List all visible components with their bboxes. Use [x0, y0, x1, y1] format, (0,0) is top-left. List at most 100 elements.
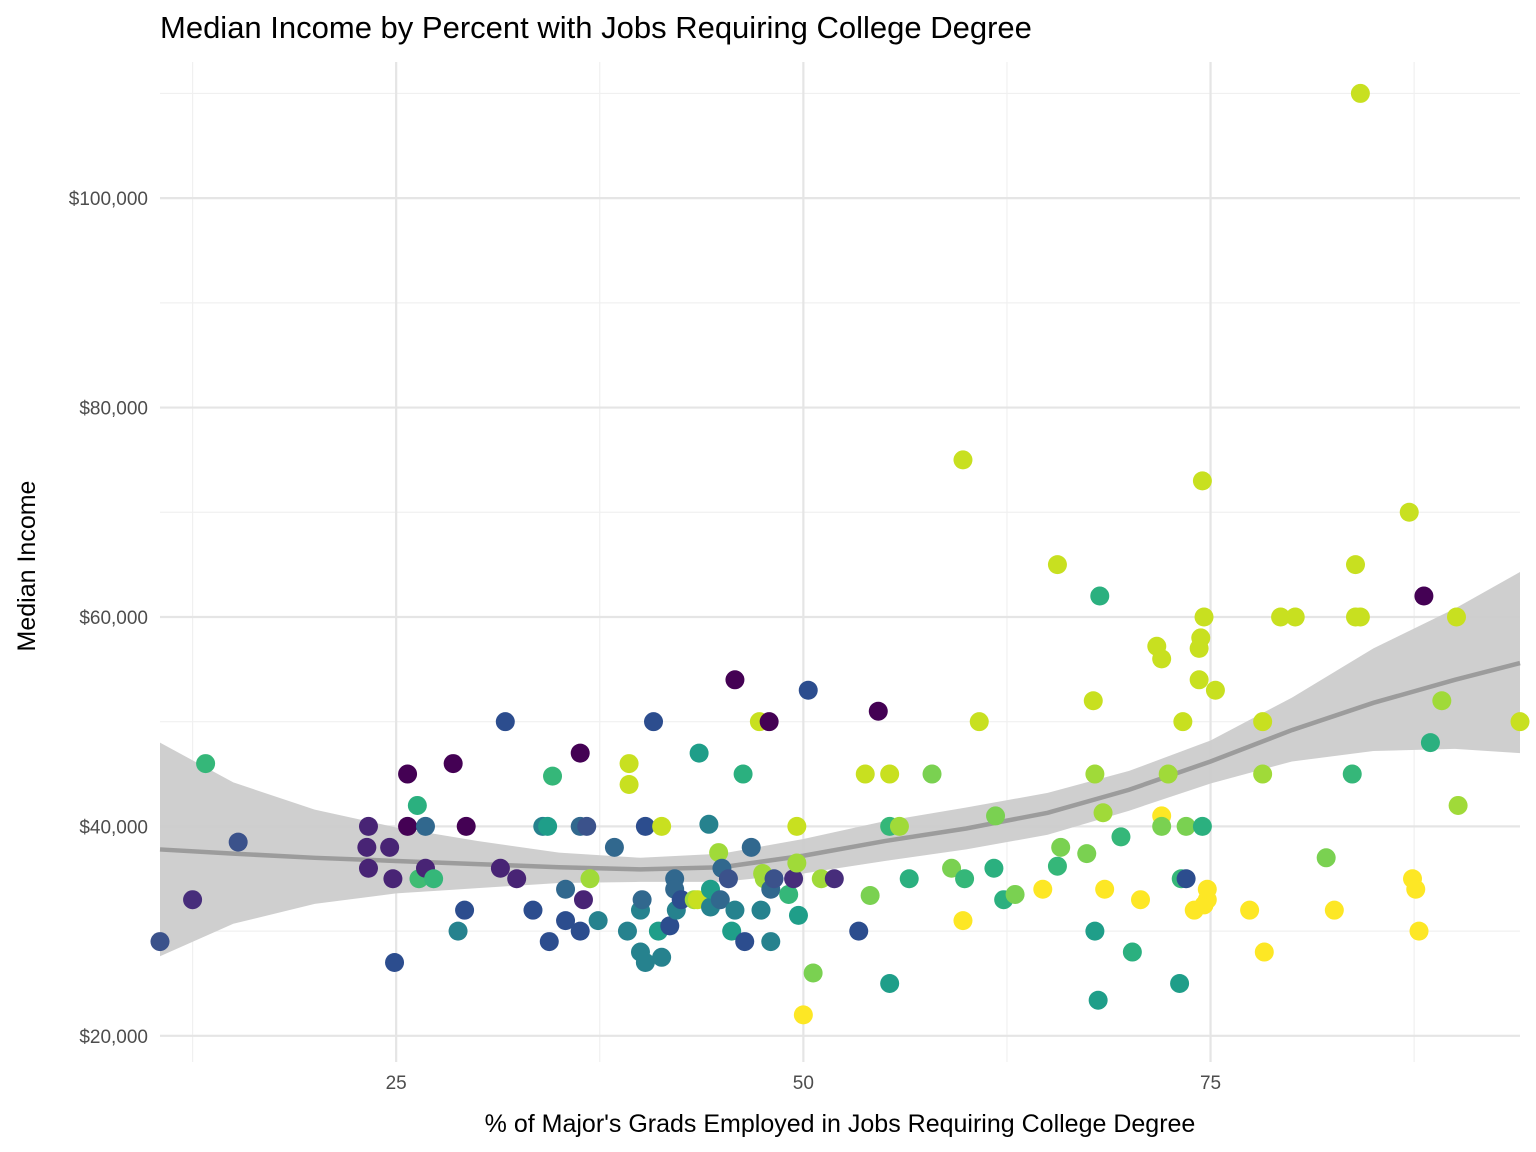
smooth-trend-line: [159, 660, 1521, 872]
data-point: [725, 900, 745, 920]
x-axis-title: % of Major's Grads Employed in Jobs Requ…: [485, 1110, 1196, 1138]
data-point: [570, 921, 590, 941]
data-point: [1189, 670, 1209, 690]
data-point: [196, 754, 216, 774]
points-layer: [150, 83, 1530, 1025]
y-tick-label: $20,000: [79, 1027, 148, 1048]
data-point: [868, 701, 888, 721]
data-point: [1047, 856, 1067, 876]
data-point: [644, 712, 664, 732]
data-point: [880, 973, 900, 993]
data-point: [984, 858, 1004, 878]
data-point: [880, 764, 900, 784]
data-point: [1194, 607, 1214, 627]
data-point: [1414, 586, 1434, 606]
y-tick-label: $80,000: [79, 399, 148, 420]
data-point: [1205, 680, 1225, 700]
data-point: [1316, 848, 1336, 868]
x-tick-label: 25: [386, 1073, 407, 1094]
data-point: [580, 869, 600, 889]
data-point: [811, 869, 831, 889]
data-point: [955, 869, 975, 889]
data-point: [986, 806, 1006, 826]
data-point: [942, 858, 962, 878]
data-point: [415, 816, 435, 836]
data-point: [849, 921, 869, 941]
data-point: [1510, 712, 1530, 732]
data-point: [1197, 879, 1217, 899]
data-point: [1285, 607, 1305, 627]
data-point: [635, 816, 655, 836]
data-point: [751, 900, 771, 920]
data-point: [1271, 607, 1291, 627]
x-tick-labels: 25 50 75: [386, 1073, 1222, 1094]
data-point: [787, 816, 807, 836]
data-point: [788, 905, 808, 925]
data-point: [779, 884, 799, 904]
data-point: [228, 832, 248, 852]
data-point: [1033, 879, 1053, 899]
data-point: [784, 869, 804, 889]
data-point: [1253, 764, 1273, 784]
data-point: [1088, 990, 1108, 1010]
data-point: [1432, 691, 1452, 711]
data-point: [577, 816, 597, 836]
data-point: [1093, 803, 1113, 823]
x-tick-label: 75: [1200, 1073, 1221, 1094]
data-point: [899, 869, 919, 889]
data-point: [543, 766, 563, 786]
data-point: [689, 743, 709, 763]
data-point: [764, 869, 784, 889]
data-point: [556, 879, 576, 899]
data-point: [570, 743, 590, 763]
data-point: [383, 869, 403, 889]
data-point: [824, 869, 844, 889]
chart-title: Median Income by Percent with Jobs Requi…: [160, 10, 1032, 45]
data-point: [443, 754, 463, 774]
y-tick-label: $40,000: [79, 817, 148, 838]
data-point: [1342, 764, 1362, 784]
data-point: [495, 712, 515, 732]
data-point: [1446, 607, 1466, 627]
data-point: [1191, 628, 1211, 648]
y-tick-labels: $20,000 $40,000 $60,000 $80,000 $100,000: [69, 189, 148, 1048]
data-point: [710, 890, 730, 910]
data-point: [1176, 869, 1196, 889]
data-point: [741, 837, 761, 857]
data-point: [385, 953, 405, 973]
y-axis-title: Median Income: [13, 481, 41, 652]
data-point: [1173, 712, 1193, 732]
data-point: [1324, 900, 1344, 920]
y-tick-label: $100,000: [69, 189, 148, 210]
confidence-band: [160, 571, 1520, 957]
data-point: [619, 775, 639, 795]
data-point: [617, 921, 637, 941]
data-point: [1090, 586, 1110, 606]
data-point: [787, 853, 807, 873]
data-point: [1176, 816, 1196, 836]
data-point: [1077, 844, 1097, 864]
data-point: [798, 680, 818, 700]
data-point: [969, 712, 989, 732]
data-point: [953, 911, 973, 931]
data-point: [490, 858, 510, 878]
data-point: [1253, 712, 1273, 732]
data-point: [358, 816, 378, 836]
confidence-band-layer: [160, 571, 1520, 957]
data-point: [1420, 733, 1440, 753]
data-point: [588, 911, 608, 931]
data-point: [1350, 607, 1370, 627]
data-point: [1152, 816, 1172, 836]
data-point: [922, 764, 942, 784]
data-point: [538, 816, 558, 836]
data-point: [1192, 471, 1212, 491]
data-point: [456, 816, 476, 836]
data-point: [855, 764, 875, 784]
major-gridlines: [160, 62, 1520, 1062]
data-point: [725, 670, 745, 690]
data-point: [718, 869, 738, 889]
data-point: [709, 843, 729, 863]
data-point: [357, 837, 377, 857]
data-point: [733, 764, 753, 784]
